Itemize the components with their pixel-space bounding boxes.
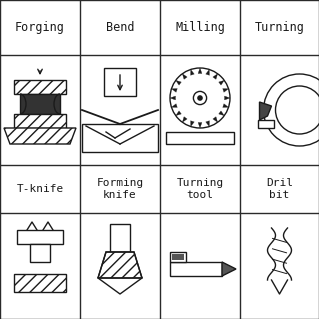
Polygon shape [172,104,177,108]
Polygon shape [198,68,202,73]
Polygon shape [190,70,194,75]
Text: Turning: Turning [255,21,304,34]
Text: Forging: Forging [15,21,65,34]
Polygon shape [182,117,187,122]
Text: Forming
knife: Forming knife [96,178,144,200]
Text: Bend: Bend [106,21,134,34]
Polygon shape [182,74,187,79]
Polygon shape [170,262,222,276]
Polygon shape [14,114,66,128]
Text: Turning
tool: Turning tool [176,178,224,200]
Polygon shape [198,122,202,128]
Polygon shape [17,230,63,244]
Polygon shape [206,121,209,127]
Polygon shape [4,128,76,144]
Polygon shape [170,252,186,262]
Polygon shape [176,111,181,115]
Polygon shape [213,74,218,79]
Polygon shape [176,80,181,85]
Text: T-knife: T-knife [16,184,63,194]
Text: Dril
bit: Dril bit [266,178,293,200]
Polygon shape [104,68,136,96]
Polygon shape [30,244,50,262]
Polygon shape [166,132,234,144]
Polygon shape [223,104,228,108]
Polygon shape [190,121,194,127]
Polygon shape [14,274,66,292]
Polygon shape [223,89,228,92]
Polygon shape [219,80,224,85]
Polygon shape [20,94,60,114]
Polygon shape [213,117,218,122]
Text: Milling: Milling [175,21,225,34]
Polygon shape [222,262,236,276]
Polygon shape [259,102,271,120]
Polygon shape [98,252,142,278]
Polygon shape [219,111,224,115]
Polygon shape [225,96,230,100]
Polygon shape [172,254,184,260]
Polygon shape [14,80,66,94]
Circle shape [198,96,202,100]
Polygon shape [172,89,177,92]
Polygon shape [257,120,273,128]
Polygon shape [110,224,130,252]
Polygon shape [170,96,175,100]
Polygon shape [206,70,209,75]
Polygon shape [82,124,158,152]
